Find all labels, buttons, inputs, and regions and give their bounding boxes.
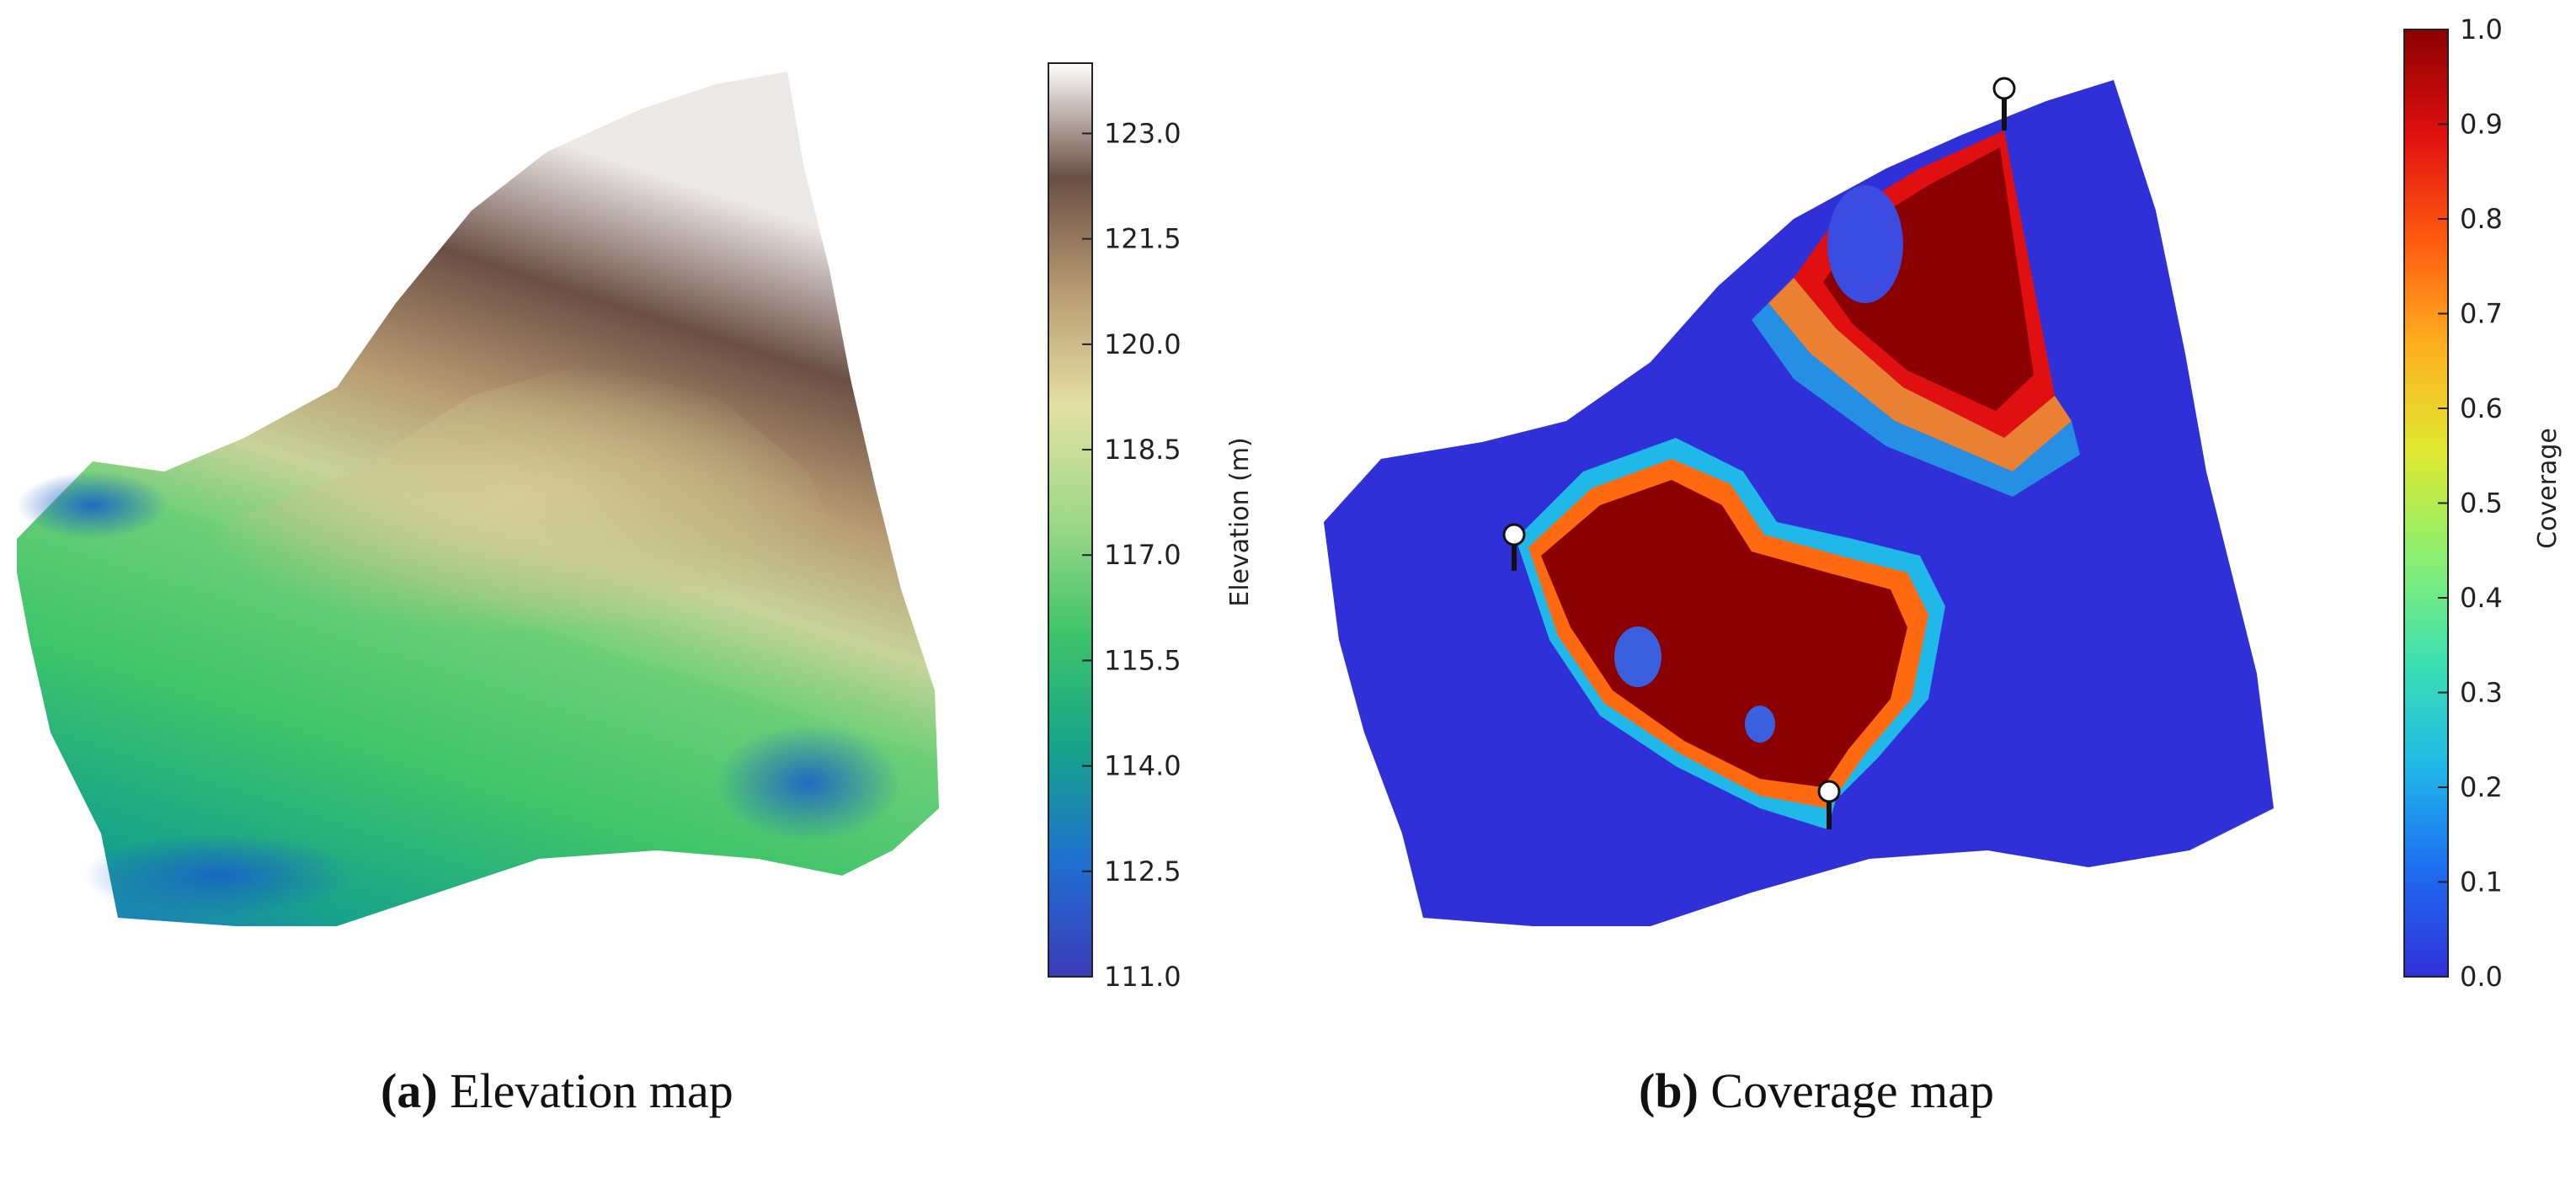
elevation-map-panel — [17, 72, 939, 926]
caption-label-a: (a) — [381, 1063, 438, 1118]
coverage-colorbar-tick-label: 0.5 — [2460, 488, 2503, 520]
elevation-colorbar: 111.0 112.5 114.0 115.5 117.0 118.5 120.0 121.5… — [1048, 62, 1255, 993]
elevation-colorbar-tick-label: 121.5 — [1104, 223, 1181, 255]
elevation-colorbar-tick-label: 115.5 — [1104, 644, 1181, 676]
elevation-low-basin — [716, 724, 901, 842]
coverage-colorbar-tick-label: 0.3 — [2460, 677, 2503, 709]
sensor-marker-west — [1502, 523, 1526, 571]
elevation-low-basin-west — [84, 834, 354, 918]
elevation-colorbar-tick-label: 114.0 — [1104, 750, 1181, 782]
caption-text-a: Elevation map — [450, 1063, 733, 1118]
coverage-gap-south-2 — [1745, 706, 1775, 743]
caption-coverage-map: (b) Coverage map — [1639, 1063, 1994, 1119]
elevation-colorbar-tick-label: 120.0 — [1104, 328, 1181, 360]
elevation-colorbar-tick-label: 112.5 — [1104, 855, 1181, 887]
coverage-region-north-edge — [1768, 278, 2072, 472]
caption-text-b: Coverage map — [1710, 1063, 1994, 1118]
coverage-colorbar-bar — [2403, 29, 2449, 978]
coverage-map-panel — [1324, 77, 2274, 926]
coverage-terrain — [1324, 80, 2274, 926]
coverage-colorbar-tick-label: 0.4 — [2460, 582, 2503, 614]
elevation-ridge-highlight — [118, 362, 842, 665]
coverage-gap-south — [1614, 626, 1661, 687]
caption-label-b: (b) — [1639, 1063, 1699, 1118]
elevation-colorbar-bar — [1048, 62, 1093, 978]
caption-elevation-map: (a) Elevation map — [381, 1063, 733, 1119]
coverage-colorbar-tick-label: 0.8 — [2460, 203, 2503, 235]
coverage-colorbar-tick-label: 0.6 — [2460, 392, 2503, 424]
coverage-colorbar-tick-label: 1.0 — [2460, 13, 2503, 45]
sensor-marker-north — [1992, 77, 2016, 131]
sensor-marker-south — [1817, 780, 1841, 829]
elevation-colorbar-tick-label: 117.0 — [1104, 539, 1181, 571]
coverage-region-north-fringe — [1752, 303, 2080, 497]
coverage-region-north-core — [1823, 147, 2034, 411]
coverage-colorbar-tick-label: 0.2 — [2460, 771, 2503, 803]
elevation-low-nw — [17, 472, 168, 539]
coverage-region-south-core — [1541, 480, 1907, 787]
elevation-colorbar-label: Elevation (m) — [1225, 437, 1255, 607]
coverage-colorbar-tick-label: 0.0 — [2460, 961, 2503, 993]
elevation-colorbar-tick-label: 111.0 — [1104, 961, 1181, 993]
coverage-colorbar: 0.0 0.1 0.2 0.3 0.4 0.5 0.6 0.7 0.8 0.9 1.0 Covera… — [2403, 13, 2563, 993]
coverage-colorbar-tick-label: 0.1 — [2460, 866, 2503, 898]
coverage-colorbar-label: Coverage — [2533, 428, 2563, 549]
elevation-colorbar-tick-label: 118.5 — [1104, 434, 1181, 466]
elevation-colorbar-tick-label: 123.0 — [1104, 117, 1181, 149]
coverage-colorbar-tick-label: 0.9 — [2460, 109, 2503, 141]
coverage-colorbar-tick-label: 0.7 — [2460, 298, 2503, 330]
coverage-gap-north — [1827, 185, 1903, 303]
